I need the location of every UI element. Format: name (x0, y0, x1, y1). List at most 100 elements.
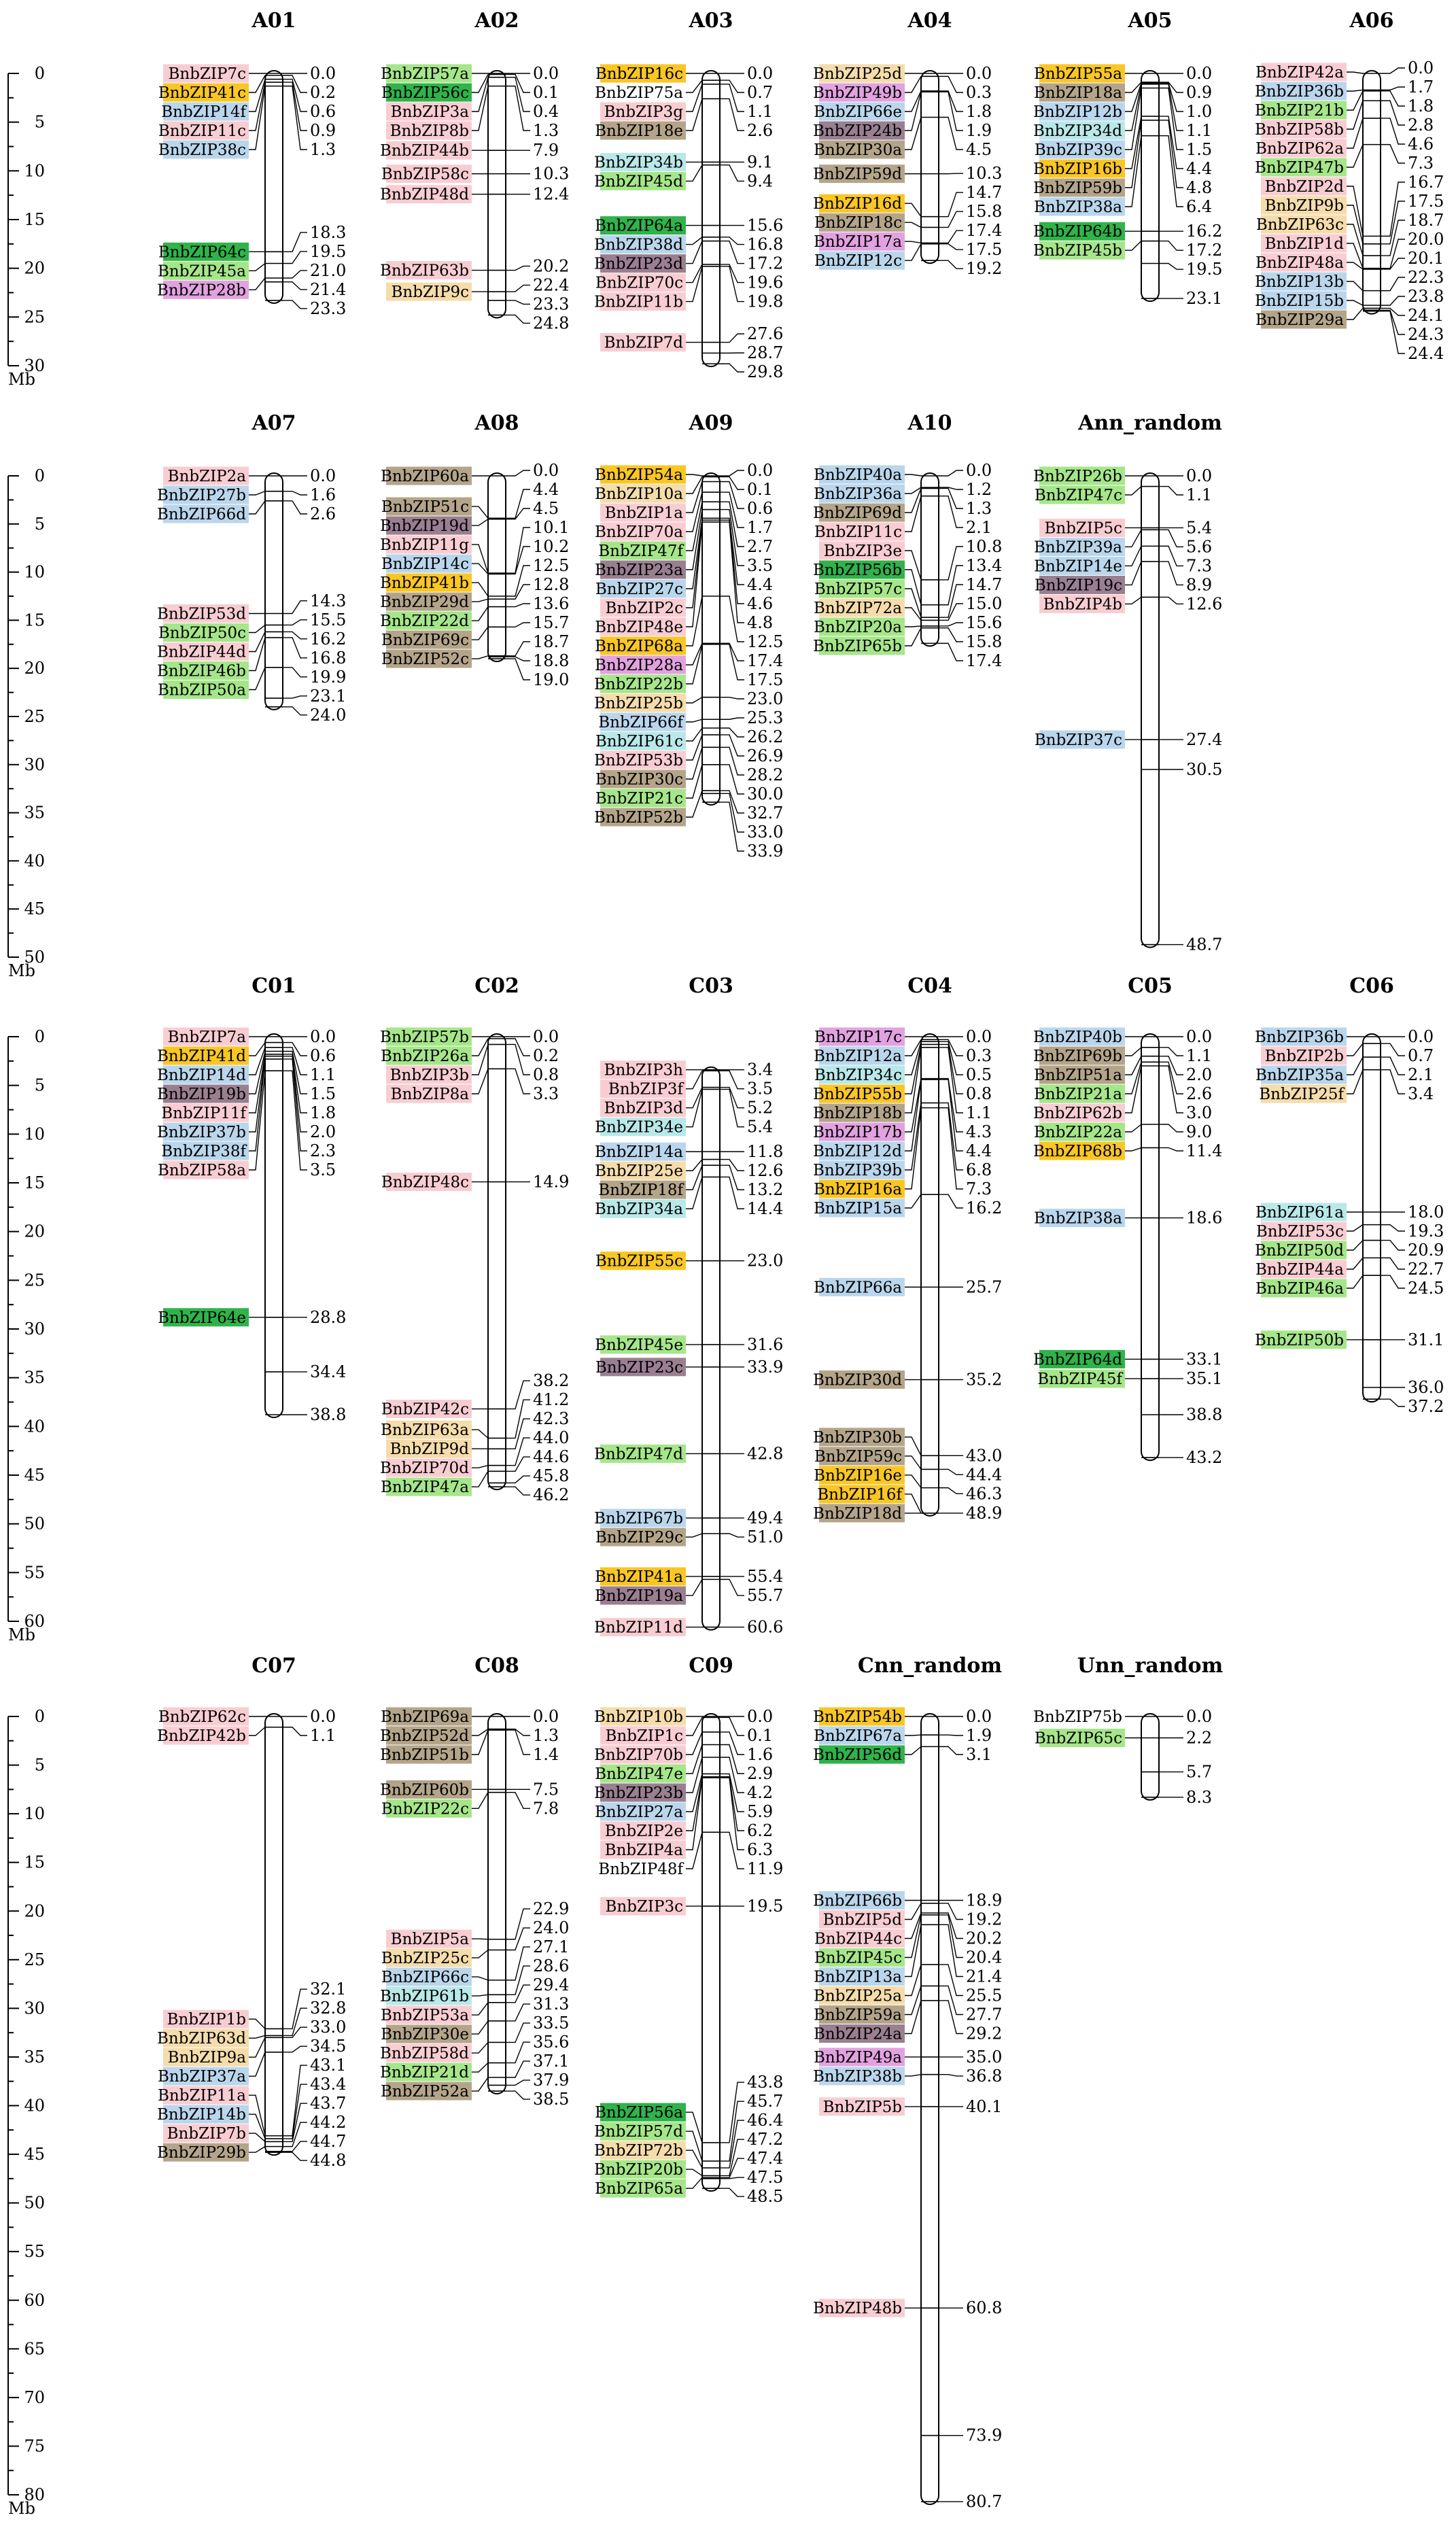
position-connector (1381, 307, 1405, 316)
position-connector (1159, 1124, 1183, 1133)
position-label: 33.9 (747, 842, 783, 861)
gene-label: BnbZIP64d (1033, 1351, 1122, 1368)
position-label: 22.3 (1408, 268, 1444, 287)
position-connector (1159, 1147, 1183, 1152)
gene-highlight (1261, 1222, 1347, 1241)
position-label: 43.2 (1186, 1448, 1222, 1467)
gene-connector (1347, 281, 1364, 292)
gene-highlight (819, 579, 905, 598)
position-connector (1381, 118, 1405, 145)
chromosome-a03: A03 0.00.71.12.6 9.19.4 15.616.817.219.619.… (594, 9, 783, 381)
gene-connector (905, 1044, 922, 1094)
position-label: 48.7 (1186, 935, 1222, 954)
position-label: 1.1 (310, 1065, 336, 1084)
position-connector (1381, 311, 1405, 354)
axis-tick-label: 40 (24, 1417, 45, 1436)
position-label: 46.2 (533, 1485, 569, 1504)
gene-highlight (386, 1420, 472, 1439)
position-connector (1159, 135, 1183, 207)
position-label: 35.1 (1186, 1369, 1222, 1388)
gene-connector (1347, 1257, 1364, 1270)
gene-highlight (1039, 594, 1125, 613)
gene-label: BnbZIP55c (595, 1253, 683, 1271)
position-connector (1381, 90, 1405, 107)
axis-tick-label: 45 (24, 899, 45, 918)
gene-label: BnbZIP56c (381, 84, 469, 102)
gene-highlight (1039, 485, 1125, 504)
axis-tick-label: 65 (24, 2339, 45, 2358)
position-label: 27.7 (966, 2005, 1002, 2024)
gene-connector (472, 606, 489, 621)
gene-label: BnbZIP38a (1034, 198, 1122, 216)
position-label: 22.7 (1408, 1260, 1444, 1279)
gene-highlight (819, 1084, 905, 1103)
position-label: 16.2 (966, 1198, 1002, 1217)
gene-label: BnbZIP13b (1255, 273, 1344, 291)
position-label: 42.3 (533, 1409, 569, 1428)
gene-label: BnbZIP2c (606, 600, 684, 617)
chromosome-c04: C04 0.00.30.50.81.14.34.46.87.316.2 25.7 35… (813, 974, 1002, 1523)
gene-highlight (386, 611, 472, 630)
gene-highlight (163, 2143, 249, 2162)
gene-label: BnbZIP41c (158, 84, 246, 102)
position-label: 1.3 (310, 140, 336, 159)
position-label: 0.1 (747, 480, 773, 499)
position-label: 5.4 (747, 1118, 773, 1137)
gene-highlight (386, 1046, 472, 1065)
gene-highlight (163, 1122, 249, 1141)
position-connector (720, 793, 744, 833)
position-connector (283, 706, 307, 716)
position-label: 6.2 (747, 1821, 773, 1840)
position-label: 16.8 (310, 649, 346, 668)
position-connector (720, 333, 744, 343)
gene-connector (905, 203, 922, 218)
gene-highlight (600, 636, 686, 655)
gene-highlight (163, 623, 249, 642)
position-label: 22.4 (533, 275, 569, 294)
gene-connector (1347, 1056, 1364, 1075)
gene-connector (249, 1071, 266, 1171)
gene-highlight (163, 504, 249, 523)
gene-label: BnbZIP18c (814, 214, 902, 232)
gene-label: BnbZIP27a (595, 1803, 683, 1821)
gene-label: BnbZIP45a (158, 262, 246, 280)
position-label: 13.2 (747, 1180, 783, 1199)
gene-connector (249, 1051, 266, 1094)
gene-connector (249, 1727, 266, 1736)
gene-connector (905, 488, 922, 513)
gene-highlight (600, 1745, 686, 1764)
position-label: 14.4 (747, 1199, 783, 1218)
gene-highlight (386, 1967, 472, 1986)
axis-tick-label: 10 (24, 563, 45, 582)
gene-label: BnbZIP29d (380, 593, 469, 611)
gene-label: BnbZIP36a (814, 485, 902, 503)
gene-highlight (1261, 1027, 1347, 1046)
gene-label: BnbZIP18d (813, 1505, 902, 1523)
gene-label: BnbZIP21a (1034, 1086, 1122, 1103)
gene-connector (905, 1039, 922, 1056)
axis-tick-label: 40 (24, 2096, 45, 2115)
gene-highlight (386, 466, 472, 485)
gene-label: BnbZIP52d (380, 1727, 469, 1745)
gene-highlight (819, 1948, 905, 1967)
position-connector (720, 98, 744, 131)
position-label: 15.0 (966, 594, 1002, 613)
position-label: 4.4 (533, 480, 559, 499)
position-connector (1159, 262, 1183, 270)
gene-connector (686, 80, 703, 93)
gene-highlight (386, 261, 472, 280)
gene-highlight (1039, 241, 1125, 260)
gene-connector (686, 2169, 703, 2177)
axis-unit-label: Mb (8, 1625, 35, 1644)
gene-connector (472, 2020, 489, 2035)
gene-highlight (600, 2179, 686, 2198)
gene-highlight (163, 102, 249, 121)
gene-highlight (819, 522, 905, 541)
gene-highlight (600, 731, 686, 750)
gene-label: BnbZIP45f (1037, 1370, 1123, 1388)
position-label: 33.1 (1186, 1349, 1222, 1368)
gene-highlight (600, 1897, 686, 1916)
gene-connector (905, 1474, 922, 1489)
gene-highlight (600, 1199, 686, 1218)
gene-label: BnbZIP59d (813, 166, 902, 184)
